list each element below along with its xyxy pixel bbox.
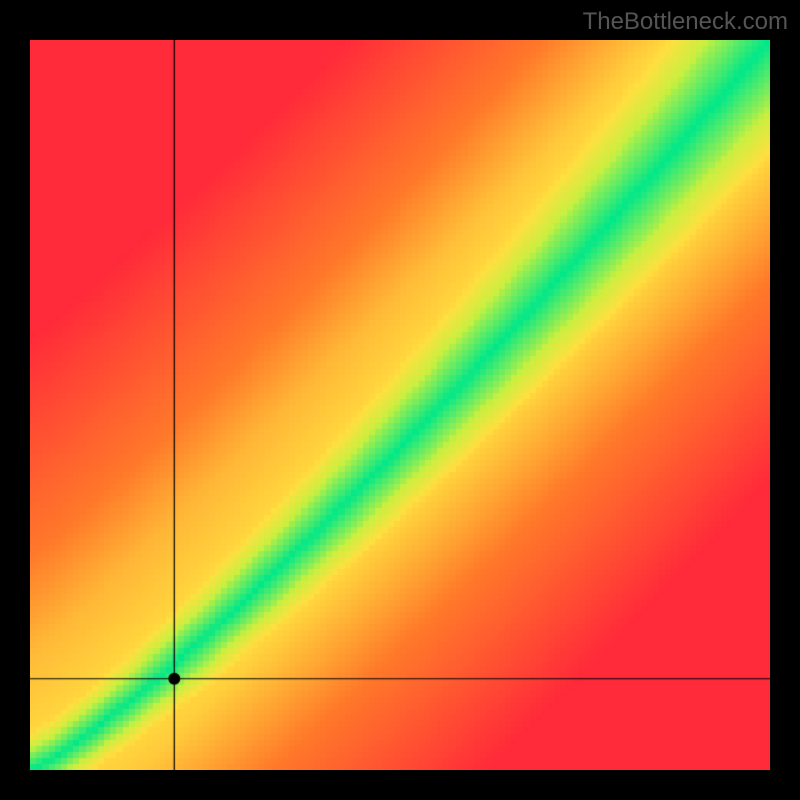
heatmap-canvas bbox=[30, 40, 770, 770]
watermark-text: TheBottleneck.com bbox=[583, 8, 788, 36]
chart-container: TheBottleneck.com bbox=[0, 0, 800, 800]
plot-area bbox=[30, 40, 770, 770]
